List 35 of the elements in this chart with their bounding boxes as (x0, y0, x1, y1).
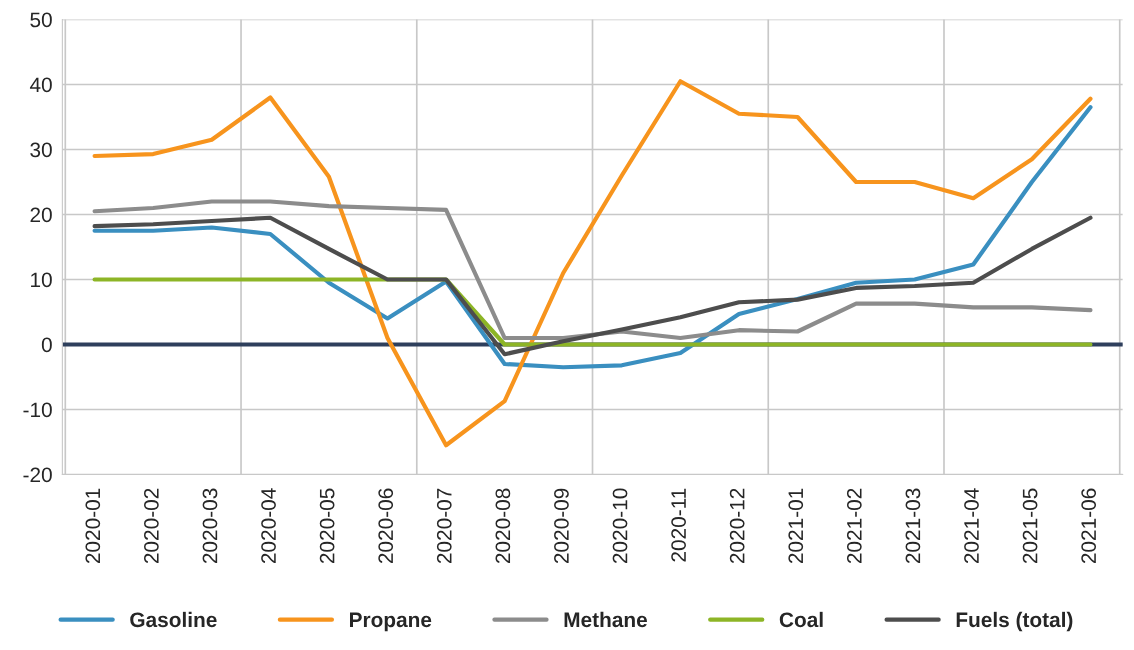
x-tick-label: 2020-03 (202, 488, 218, 564)
x-tick-label: 2020-11 (671, 488, 686, 562)
x-tick-label: 2021-06 (1081, 488, 1097, 564)
y-tick-label: 10 (31, 272, 52, 288)
legend-label: Coal (779, 611, 823, 628)
x-tick-label: 2020-10 (612, 488, 628, 564)
legend-label: Gasoline (130, 611, 217, 628)
x-tick-label: 2021-03 (905, 488, 921, 564)
line-series (92, 199, 1093, 341)
x-tick-label: 2020-07 (436, 488, 452, 564)
legend-label: Fuels (total) (956, 611, 1073, 632)
x-tick-label: 2020-01 (85, 488, 101, 564)
legend-label: Propane (350, 612, 432, 632)
x-tick-label: 2020-06 (378, 488, 394, 564)
x-tick-label: 2020-12 (729, 488, 745, 564)
y-tick-label: 50 (30, 12, 52, 28)
y-tick-label: -20 (23, 467, 52, 483)
x-tick-label: 2021-04 (964, 488, 979, 564)
x-tick-label: 2021-05 (1022, 488, 1038, 564)
line-series (92, 79, 1093, 448)
legend-label: Methane (564, 611, 647, 628)
x-tick-label: 2020-05 (319, 488, 335, 564)
x-tick-label: 2020-04 (261, 488, 276, 564)
x-tick-label: 2020-02 (144, 488, 159, 564)
x-tick-label: 2021-02 (846, 488, 862, 564)
line-series (92, 215, 1093, 357)
y-tick-label: 40 (29, 77, 52, 93)
y-tick-label: 0 (41, 337, 52, 353)
x-tick-label: 2020-08 (495, 488, 511, 564)
y-tick-label: 30 (30, 142, 52, 158)
y-tick-label: -10 (23, 402, 52, 418)
x-tick-label: 2020-09 (554, 488, 569, 564)
x-tick-label: 2021-01 (788, 488, 804, 564)
line-series (92, 105, 1093, 370)
y-tick-label: 20 (30, 207, 52, 223)
